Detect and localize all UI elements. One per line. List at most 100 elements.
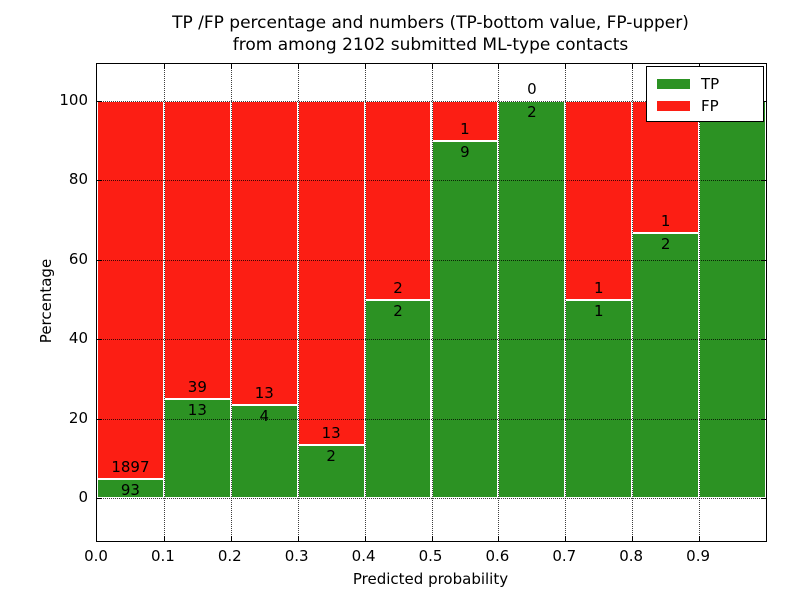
vertical-gridline — [431, 64, 433, 541]
bar-label-tp-count: 93 — [120, 481, 140, 500]
y-tick-label: 0 — [78, 488, 88, 506]
x-tick-mark — [297, 64, 299, 69]
bar-segment-fp — [364, 101, 432, 300]
bar-label-fp-count: 1 — [460, 119, 470, 138]
chart-title-line2: from among 2102 submitted ML-type contac… — [232, 35, 629, 55]
vertical-gridline — [632, 64, 634, 541]
x-tick-mark — [297, 536, 299, 541]
bar-segment-fp — [297, 101, 365, 446]
bar-label-fp-count: 13 — [254, 383, 274, 402]
legend-label-fp: FP — [701, 97, 719, 115]
x-tick-label: 0.5 — [418, 547, 443, 565]
x-tick-label: 0.9 — [686, 547, 711, 565]
vertical-gridline — [699, 64, 701, 541]
x-tick-label: 0.0 — [84, 547, 108, 565]
x-tick-label: 0.3 — [284, 547, 309, 565]
legend-label-tp: TP — [701, 75, 720, 93]
y-tick-mark — [761, 498, 766, 499]
bar-segment-tp — [498, 101, 566, 498]
bar-label-tp-count: 2 — [393, 301, 403, 320]
bar-segment-fp — [230, 101, 298, 405]
bar-label-fp-count: 1897 — [111, 458, 150, 477]
vertical-gridline — [498, 64, 500, 541]
x-tick-mark — [565, 64, 567, 69]
legend-swatch-fp-icon — [657, 101, 690, 111]
y-tick-mark — [97, 418, 102, 420]
bar-segment-tp — [97, 479, 164, 498]
x-tick-mark — [699, 536, 701, 541]
y-tick-mark — [97, 498, 102, 499]
vertical-gridline — [230, 64, 232, 541]
bar-label-fp-count: 0 — [527, 80, 537, 98]
y-tick-mark — [761, 259, 766, 261]
y-tick-label: 60 — [68, 249, 88, 268]
bar-label-tp-count: 2 — [326, 447, 336, 466]
x-tick-label: 0.8 — [619, 547, 644, 565]
bar-segment-tp — [364, 299, 432, 498]
legend-item-fp: FP — [647, 95, 763, 117]
y-tick-mark — [761, 418, 766, 420]
chart-title: TP /FP percentage and numbers (TP-bottom… — [96, 12, 765, 56]
y-tick-mark — [761, 180, 766, 182]
x-tick-mark — [632, 536, 634, 541]
x-tick-mark — [364, 536, 366, 541]
bar-label-fp-count: 1 — [593, 278, 604, 297]
bar-segment-tp — [163, 398, 231, 498]
y-tick-label: 80 — [68, 170, 88, 189]
bar-segment-tp — [632, 233, 700, 498]
bar-label-tp-count: 2 — [660, 235, 671, 254]
x-tick-mark — [431, 64, 433, 69]
x-tick-mark — [431, 536, 433, 541]
x-axis-label: Predicted probability — [352, 570, 509, 588]
y-tick-mark — [97, 339, 102, 341]
x-tick-label: 0.4 — [351, 547, 376, 565]
bar-segment-tp — [699, 101, 766, 498]
bar-label-tp-count: 2 — [527, 103, 537, 121]
y-tick-label: 100 — [59, 91, 88, 109]
y-tick-label: 20 — [68, 408, 88, 427]
x-tick-label: 0.7 — [552, 547, 577, 565]
x-tick-mark — [230, 64, 232, 69]
bar-segment-fp — [163, 101, 231, 399]
plot-area: 9318971339413213229120112170 — [96, 63, 767, 542]
bar-segment-tp — [565, 299, 633, 498]
bar-segment-fp — [97, 101, 164, 480]
bar-label-fp-count: 2 — [393, 278, 403, 297]
bar-segment-tp — [230, 404, 298, 498]
x-tick-mark — [230, 536, 232, 541]
x-tick-mark — [498, 536, 500, 541]
x-tick-label: 0.1 — [150, 547, 175, 565]
y-tick-label: 40 — [68, 329, 88, 348]
legend-swatch-tp-icon — [657, 79, 690, 89]
x-tick-mark — [364, 64, 366, 69]
vertical-gridline — [297, 64, 299, 541]
x-tick-mark — [163, 536, 165, 541]
x-tick-label: 0.6 — [485, 547, 510, 565]
y-tick-mark — [97, 101, 102, 102]
bar-segment-tp — [431, 140, 499, 498]
bar-label-tp-count: 13 — [187, 400, 207, 419]
x-tick-mark — [163, 64, 165, 69]
bar-label-fp-count: 39 — [187, 377, 207, 396]
y-tick-mark — [97, 180, 102, 182]
x-tick-mark — [498, 64, 500, 69]
bar-label-tp-count: 9 — [460, 142, 470, 161]
bar-label-fp-count: 13 — [321, 424, 341, 443]
vertical-gridline — [163, 64, 165, 541]
chart-title-line1: TP /FP percentage and numbers (TP-bottom… — [172, 13, 689, 33]
bar-label-fp-count: 1 — [660, 212, 671, 231]
x-tick-label: 0.2 — [217, 547, 242, 565]
legend-item-tp: TP — [647, 73, 763, 95]
bar-segment-tp — [297, 445, 365, 498]
vertical-gridline — [364, 64, 366, 541]
x-tick-mark — [632, 64, 634, 69]
x-tick-mark — [565, 536, 567, 541]
y-tick-mark — [761, 339, 766, 341]
legend: TP FP — [646, 66, 764, 122]
y-tick-mark — [97, 259, 102, 261]
bar-segment-fp — [632, 101, 700, 234]
bar-label-tp-count: 1 — [593, 301, 604, 320]
vertical-gridline — [565, 64, 567, 541]
bar-label-tp-count: 4 — [259, 406, 270, 425]
